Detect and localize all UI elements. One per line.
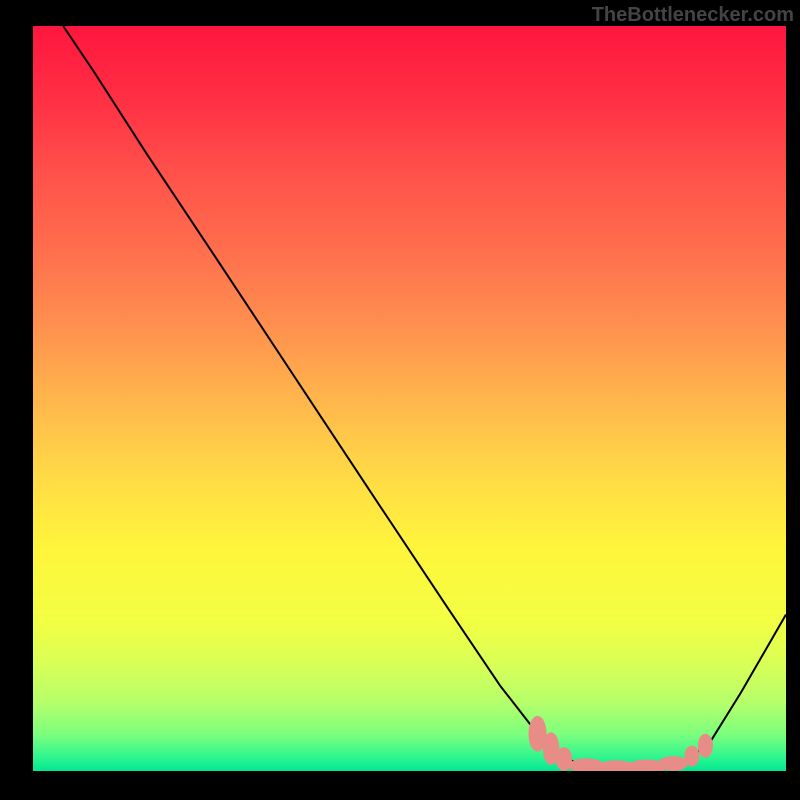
attribution-label: TheBottlenecker.com — [592, 4, 794, 27]
plot-gradient-background — [33, 26, 786, 771]
chart-stage: TheBottlenecker.com — [0, 0, 800, 800]
highlight-dot — [658, 756, 688, 771]
highlight-dot — [684, 746, 699, 767]
bottleneck-chart — [0, 0, 800, 800]
highlight-dot — [698, 734, 713, 758]
